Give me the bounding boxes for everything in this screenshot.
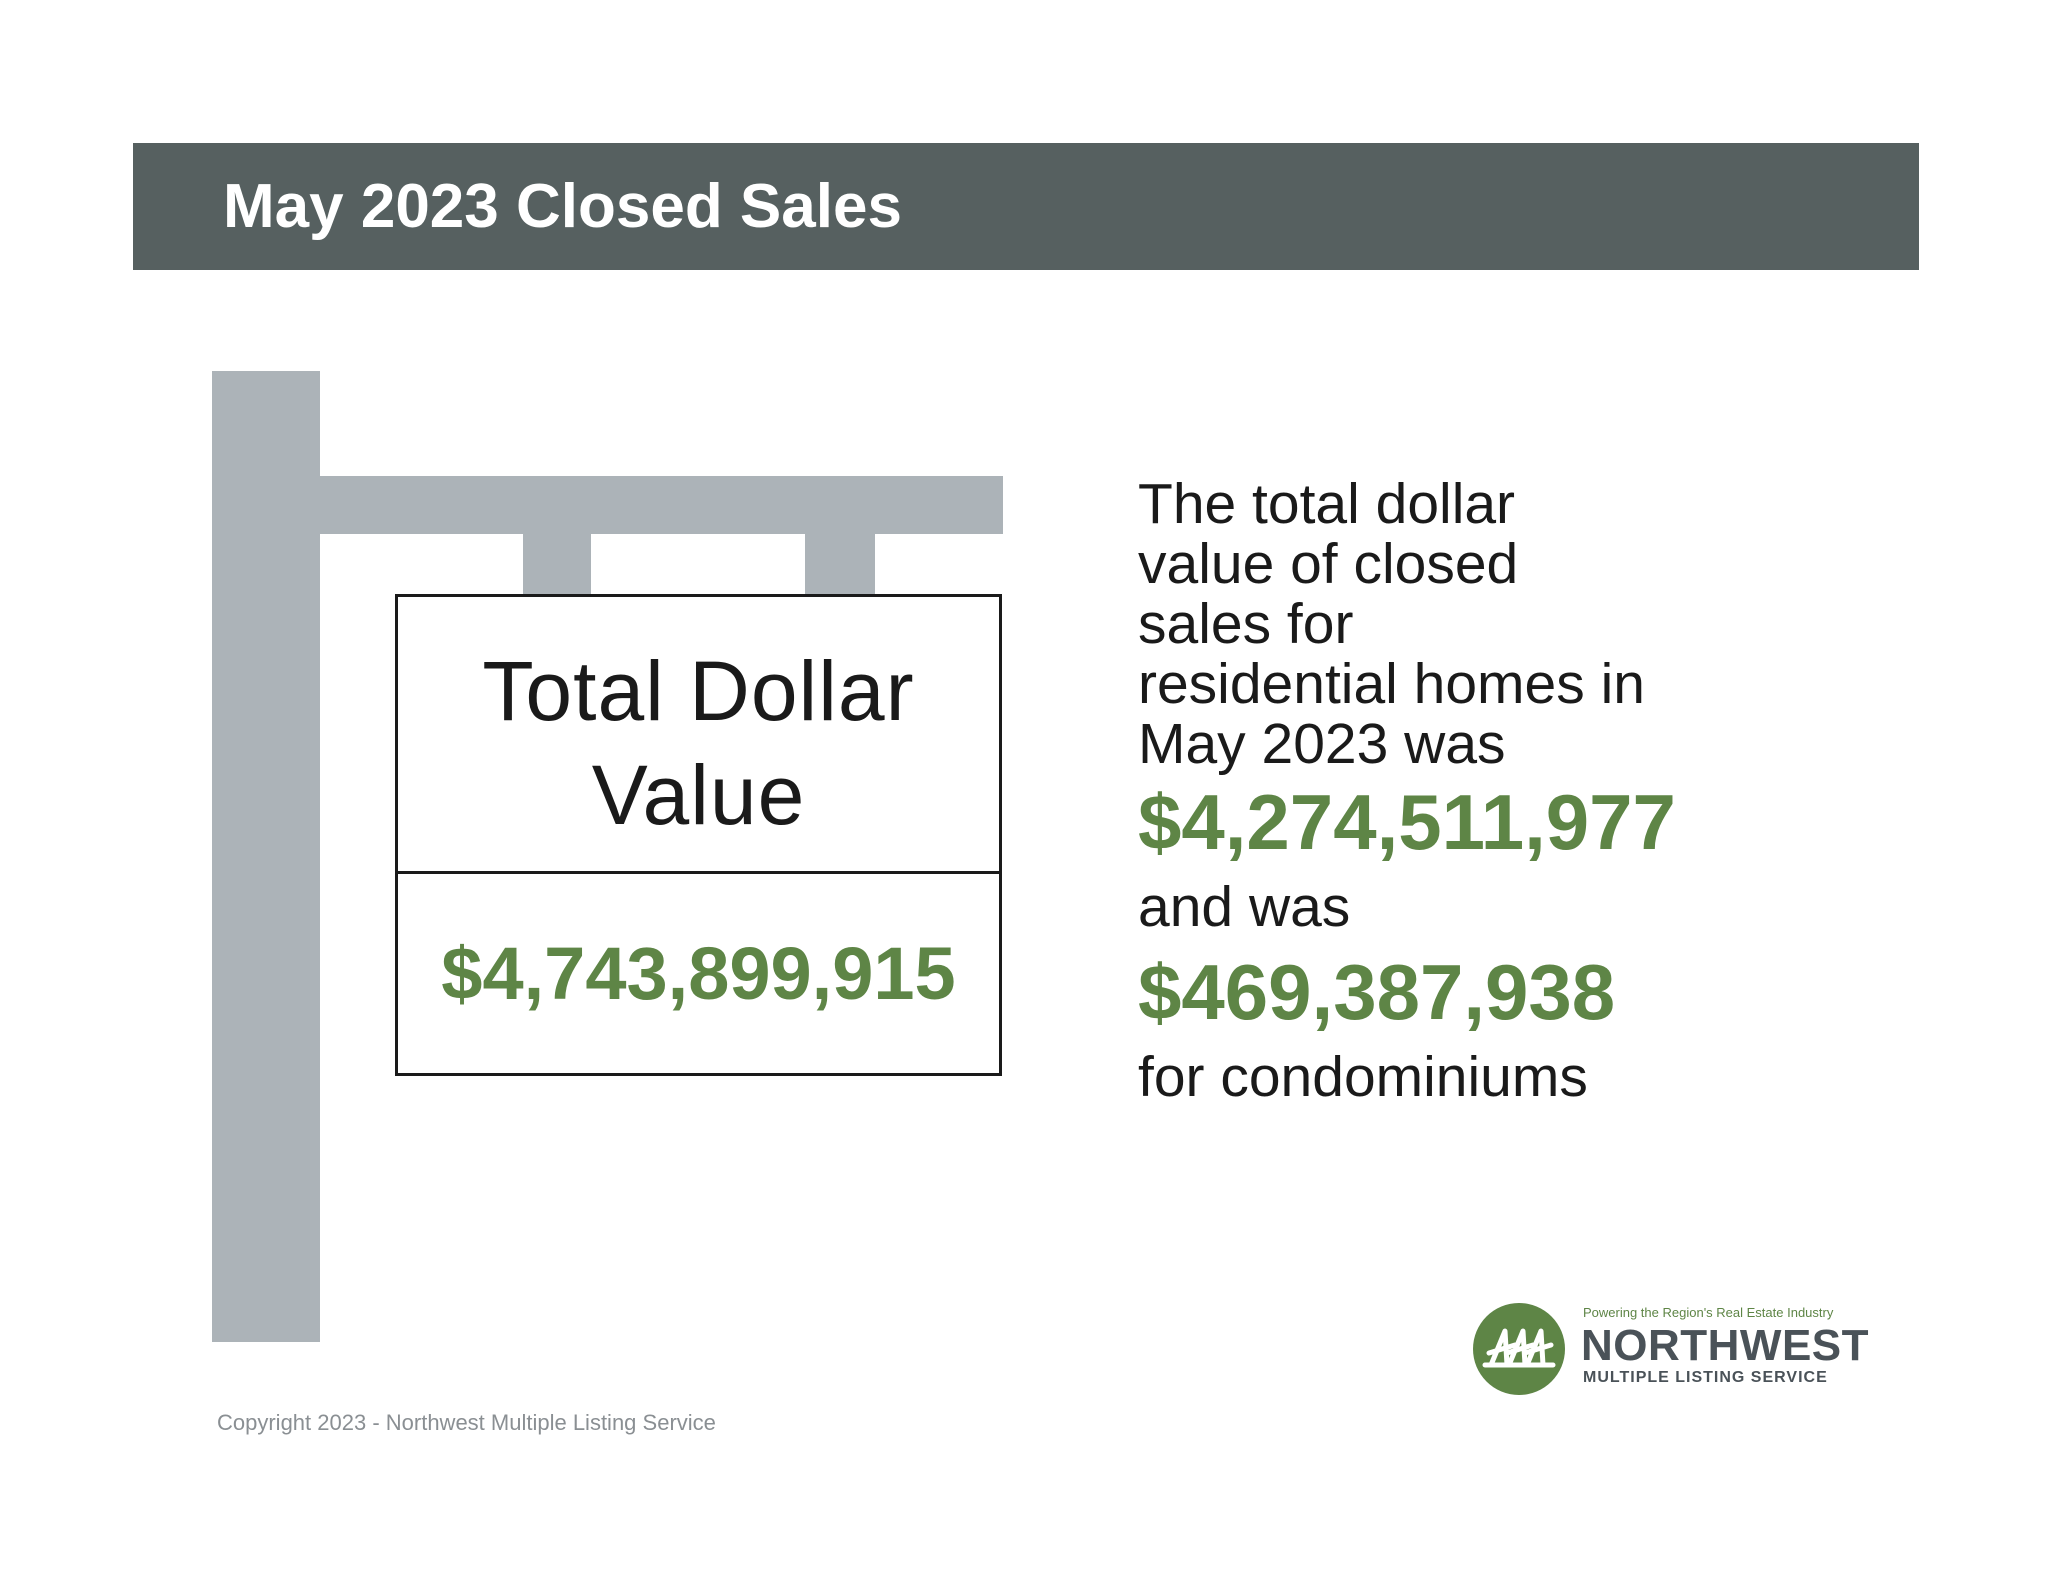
sign-title: Total Dollar Value [398, 639, 999, 847]
condo-value: $469,387,938 [1138, 948, 1616, 1036]
description-line: value of closed [1138, 532, 1519, 596]
copyright-notice: Copyright 2023 - Northwest Multiple List… [217, 1410, 716, 1435]
header-bar: May 2023 Closed Sales [133, 143, 1919, 270]
description-block: The total dollar value of closed sales f… [1138, 474, 1838, 1114]
logo-tagline: Powering the Region's Real Estate Indust… [1583, 1305, 1834, 1320]
description-intro: The total dollar value of closed sales f… [1138, 474, 1838, 774]
description-line: sales for [1138, 592, 1354, 656]
logo-subtitle: MULTIPLE LISTING SERVICE [1583, 1369, 1828, 1386]
sign-post [212, 371, 320, 1342]
description-tail: for condominiums [1138, 1045, 1588, 1109]
residential-value: $4,274,511,977 [1138, 778, 1676, 866]
sign-arm [320, 476, 1003, 534]
description-connector: and was [1138, 875, 1351, 939]
sign-title-line: Total Dollar [482, 644, 915, 738]
description-line: May 2023 was [1138, 712, 1506, 776]
nwmls-logo: Powering the Region's Real Estate Indust… [1471, 1301, 1871, 1401]
sign-hook-right [805, 534, 875, 596]
description-line: The total dollar [1138, 472, 1516, 536]
sign-board: Total Dollar Value $4,743,899,915 [395, 594, 1002, 1076]
sign-hook-left [523, 534, 591, 596]
logo-name: NORTHWEST [1581, 1321, 1870, 1370]
sign-board-header: Total Dollar Value [398, 597, 999, 874]
description-line: residential homes in [1138, 652, 1645, 716]
total-dollar-value: $4,743,899,915 [441, 932, 956, 1015]
sign-title-line: Value [591, 748, 806, 842]
tree-logo-icon [1473, 1303, 1565, 1395]
page-title: May 2023 Closed Sales [223, 172, 902, 241]
